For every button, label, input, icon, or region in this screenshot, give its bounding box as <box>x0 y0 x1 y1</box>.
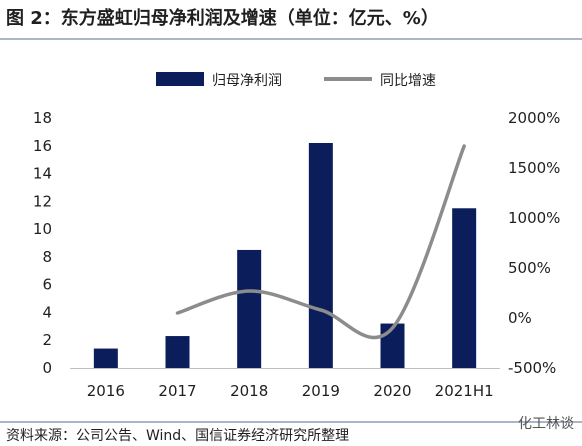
x-tick-2019: 2019 <box>302 382 340 400</box>
y-right-tick-500%: 500% <box>508 259 551 277</box>
y-right-tick-1500%: 1500% <box>508 159 560 177</box>
title-rule <box>0 38 582 40</box>
line-layer <box>175 144 466 340</box>
y-left-tick-8: 8 <box>42 248 52 266</box>
watermark: 化工林谈 <box>518 416 574 432</box>
bar-2020 <box>380 323 405 368</box>
x-tick-2020: 2020 <box>373 382 411 400</box>
y-right-tick-1000%: 1000% <box>508 209 560 227</box>
bar-2016 <box>93 348 118 368</box>
y-right-tick--500%: -500% <box>508 359 556 377</box>
source-rule <box>0 421 582 423</box>
y-left-tick-14: 14 <box>33 165 52 183</box>
bars <box>93 143 477 368</box>
bar-2018 <box>237 249 262 368</box>
figure-title: 图 2：东方盛虹归母净利润及增速（单位：亿元、%） <box>6 8 439 29</box>
y-left-tick-18: 18 <box>33 109 52 127</box>
y-left-tick-10: 10 <box>33 220 52 238</box>
x-tick-2016: 2016 <box>87 382 125 400</box>
legend-label-bar: 归母净利润 <box>212 72 282 89</box>
source-note: 资料来源：公司公告、Wind、国信证券经济研究所整理 <box>6 428 350 444</box>
y-left-tick-12: 12 <box>33 192 52 210</box>
bar-2021H1 <box>452 208 477 368</box>
y-left-tick-0: 0 <box>42 359 52 377</box>
axes: 0 2 4 6 8 10 12 14 16 18 -500% 0% 500% 1000% 1500% 2000… <box>33 109 561 400</box>
y-left-tick-6: 6 <box>42 276 52 294</box>
y-left-tick-4: 4 <box>42 303 52 321</box>
x-tick-2017: 2017 <box>158 382 196 400</box>
y-right-tick-2000%: 2000% <box>508 109 560 127</box>
growth-line <box>175 144 466 340</box>
bar-2017 <box>165 336 190 368</box>
legend: 归母净利润 同比增速 <box>156 72 436 89</box>
y-right-tick-0%: 0% <box>508 309 532 327</box>
y-left-tick-16: 16 <box>33 137 52 155</box>
x-tick-2018: 2018 <box>230 382 268 400</box>
bar-2019 <box>308 143 333 368</box>
x-tick-2021H1: 2021H1 <box>435 382 494 400</box>
y-left-tick-2: 2 <box>42 331 52 349</box>
legend-label-line: 同比增速 <box>380 73 436 89</box>
legend-swatch-bar <box>156 72 204 86</box>
